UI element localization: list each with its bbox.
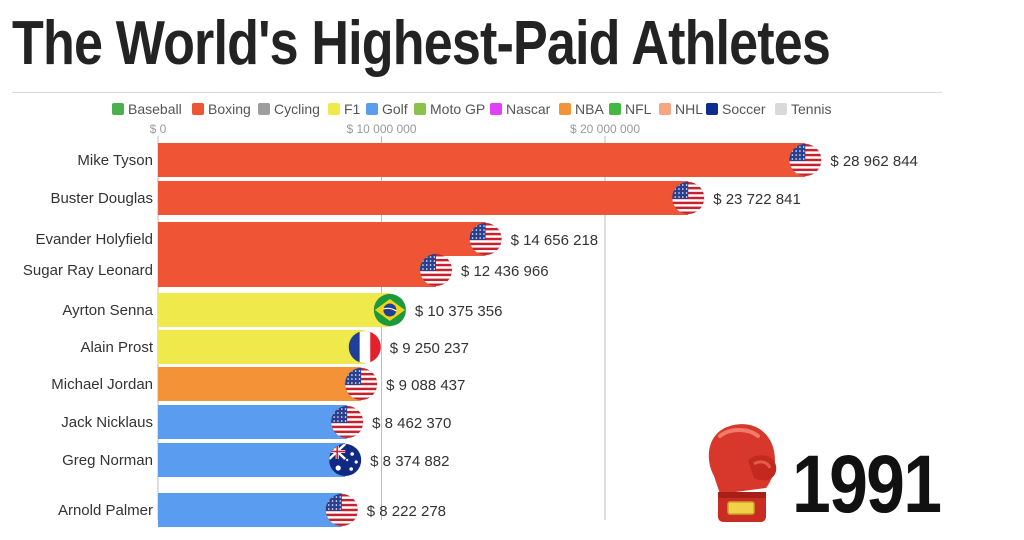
legend-swatch (659, 103, 671, 115)
category-label: Evander Holyfield (35, 231, 153, 248)
legend-swatch (775, 103, 787, 115)
bar-row: Jack Nicklaus $ 8 462 370 (61, 405, 451, 439)
legend-item-soccer: Soccer (706, 101, 766, 117)
legend-swatch (706, 103, 718, 115)
bar (158, 330, 365, 364)
legend-label: Golf (382, 101, 408, 117)
legend-item-tennis: Tennis (775, 101, 831, 117)
legend-item-moto-gp: Moto GP (414, 101, 485, 117)
legend-swatch (559, 103, 571, 115)
category-label: Arnold Palmer (58, 502, 153, 519)
usa-flag-icon (671, 181, 705, 215)
value-label: $ 9 250 237 (390, 340, 469, 357)
category-label: Mike Tyson (77, 152, 153, 169)
bar (158, 443, 346, 477)
bar-row: Greg Norman $ 8 374 882 (62, 443, 449, 477)
legend-label: Tennis (791, 101, 831, 117)
legend: Baseball Boxing Cycling F1 Golf Moto GP Nascar… (112, 101, 831, 117)
legend-swatch (328, 103, 340, 115)
value-label: $ 12 436 966 (461, 263, 549, 280)
bar-row: Arnold Palmer $ 8 222 278 (58, 493, 446, 527)
bar (158, 143, 806, 177)
usa-flag-icon (419, 253, 453, 287)
legend-label: Baseball (128, 101, 182, 117)
bar (158, 367, 362, 401)
brazil-flag-icon (373, 293, 407, 327)
x-tick-label: $ 0 (150, 122, 167, 136)
legend-label: F1 (344, 101, 361, 117)
legend-swatch (192, 103, 204, 115)
bar-row: Mike Tyson $ 28 962 844 (77, 143, 918, 177)
value-label: $ 8 462 370 (372, 415, 451, 432)
france-flag-icon (348, 330, 382, 364)
bar-row: Michael Jordan $ 9 088 437 (51, 367, 465, 401)
bar-row: Alain Prost $ 9 250 237 (80, 330, 469, 364)
x-tick-label: $ 20 000 000 (570, 122, 640, 136)
title-divider (12, 92, 942, 93)
category-label: Ayrton Senna (62, 302, 153, 319)
bar-row: Sugar Ray Leonard $ 12 436 966 (23, 253, 549, 287)
bar-row: Ayrton Senna $ 10 375 356 (62, 293, 502, 327)
bar-row: Evander Holyfield $ 14 656 218 (35, 222, 598, 256)
bar (158, 222, 486, 256)
bar (158, 493, 342, 527)
category-label: Alain Prost (80, 339, 153, 356)
usa-flag-icon (788, 143, 822, 177)
legend-item-baseball: Baseball (112, 101, 182, 117)
legend-item-nba: NBA (559, 101, 604, 117)
legend-swatch (414, 103, 426, 115)
australia-flag-icon (328, 443, 362, 477)
category-label: Greg Norman (62, 452, 153, 469)
legend-item-nhl: NHL (659, 101, 703, 117)
category-label: Jack Nicklaus (61, 414, 153, 431)
legend-item-f1: F1 (328, 101, 361, 117)
category-label: Buster Douglas (50, 190, 153, 207)
value-label: $ 23 722 841 (713, 191, 801, 208)
x-tick-label: $ 10 000 000 (346, 122, 416, 136)
legend-label: Cycling (274, 101, 320, 117)
legend-swatch (609, 103, 621, 115)
year-label: 1991 (792, 439, 942, 530)
category-label: Sugar Ray Leonard (23, 262, 153, 279)
legend-swatch (366, 103, 378, 115)
value-label: $ 10 375 356 (415, 303, 503, 320)
bar (158, 293, 390, 327)
legend-item-boxing: Boxing (192, 101, 251, 117)
bar (158, 405, 348, 439)
bars: Mike Tyson $ 28 962 844 Buster Douglas $ 23… (23, 143, 918, 527)
legend-label: Soccer (722, 101, 766, 117)
legend-item-nfl: NFL (609, 101, 652, 117)
value-label: $ 8 374 882 (370, 453, 449, 470)
usa-flag-icon (325, 493, 359, 527)
legend-label: NBA (575, 101, 604, 117)
legend-item-nascar: Nascar (490, 101, 551, 117)
value-label: $ 9 088 437 (386, 377, 465, 394)
usa-flag-icon (469, 222, 503, 256)
bar (158, 253, 436, 287)
boxing-glove-icon (708, 424, 777, 522)
value-label: $ 8 222 278 (367, 503, 446, 520)
x-axis-ticks: $ 0 $ 10 000 000 $ 20 000 000 (150, 122, 641, 136)
legend-swatch (258, 103, 270, 115)
value-label: $ 28 962 844 (830, 153, 918, 170)
legend-label: NFL (625, 101, 652, 117)
legend-item-golf: Golf (366, 101, 408, 117)
usa-flag-icon (330, 405, 364, 439)
legend-swatch (490, 103, 502, 115)
legend-label: Moto GP (430, 101, 485, 117)
value-label: $ 14 656 218 (511, 232, 599, 249)
bar-row: Buster Douglas $ 23 722 841 (50, 181, 801, 215)
legend-label: Nascar (506, 101, 551, 117)
usa-flag-icon (344, 367, 378, 401)
chart-title: The World's Highest-Paid Athletes (12, 9, 831, 78)
legend-swatch (112, 103, 124, 115)
legend-label: NHL (675, 101, 703, 117)
legend-item-cycling: Cycling (258, 101, 320, 117)
category-label: Michael Jordan (51, 376, 153, 393)
bar (158, 181, 689, 215)
legend-label: Boxing (208, 101, 251, 117)
